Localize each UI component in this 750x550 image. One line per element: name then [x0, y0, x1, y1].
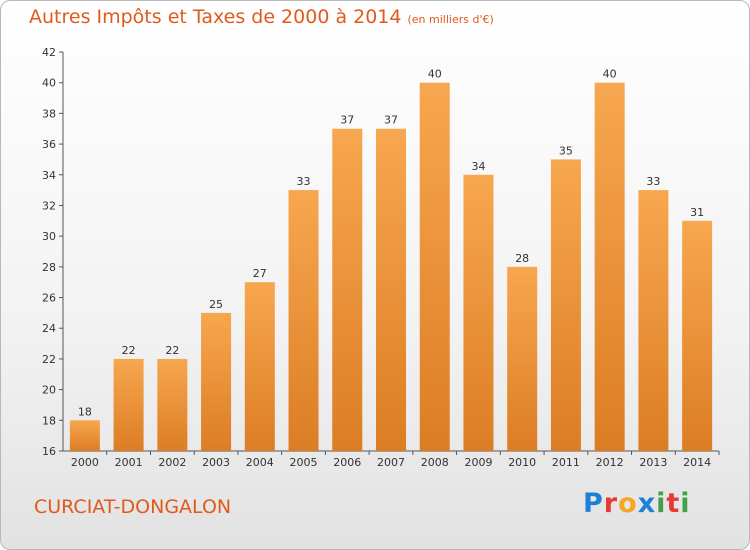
bar-value-label: 33	[646, 175, 660, 188]
bar	[463, 174, 494, 451]
bar	[69, 420, 100, 451]
x-tick-label: 2004	[246, 456, 274, 469]
y-tick-label: 18	[42, 414, 56, 427]
x-tick-label: 2007	[377, 456, 405, 469]
bar	[376, 128, 406, 451]
bar	[682, 220, 713, 451]
bar-value-label: 31	[690, 206, 704, 219]
y-tick-label: 22	[42, 353, 56, 366]
bar-value-label: 34	[471, 160, 485, 173]
x-tick-label: 2010	[508, 456, 536, 469]
y-tick-label: 42	[42, 46, 56, 59]
chart-subtitle: (en milliers d'€)	[407, 13, 494, 26]
logo-letter: x	[637, 488, 657, 519]
bar-value-label: 37	[340, 114, 354, 127]
commune-name: CURCIAT-DONGALON	[34, 496, 232, 518]
x-tick-label: 2009	[464, 456, 492, 469]
y-tick-label: 20	[42, 384, 56, 397]
x-tick-label: 2002	[158, 456, 186, 469]
y-tick-label: 36	[42, 138, 56, 151]
y-tick-label: 24	[42, 322, 56, 335]
x-tick-label: 2011	[552, 456, 580, 469]
bar	[157, 358, 188, 451]
bar	[550, 159, 581, 451]
bar	[113, 358, 144, 451]
bar-value-label: 28	[515, 252, 529, 265]
logo-letter: i	[656, 488, 667, 519]
bar-value-label: 40	[428, 68, 442, 81]
y-tick-label: 40	[42, 77, 56, 90]
logo-letter: P	[583, 488, 604, 519]
y-tick-label: 30	[42, 230, 56, 243]
bar	[638, 190, 669, 451]
x-tick-label: 2000	[71, 456, 99, 469]
y-tick-label: 38	[42, 107, 56, 120]
bar	[244, 282, 275, 451]
bar-value-label: 35	[559, 144, 573, 157]
y-tick-label: 28	[42, 261, 56, 274]
chart-title-text: Autres Impôts et Taxes de 2000 à 2014	[29, 6, 402, 28]
x-axis: 2000 2001 2002 2003 2004 2005 2006 2007 2008 2009…	[63, 450, 720, 469]
logo-letter: t	[666, 488, 681, 519]
y-axis: 16 18 20 22 24 26 28 30 32 34 36 38 40 42	[42, 46, 64, 458]
x-tick-label: 2005	[290, 456, 318, 469]
proxiti-logo: Proxiti	[583, 488, 691, 519]
x-tick-label: 2012	[596, 456, 624, 469]
x-tick-label: 2003	[202, 456, 230, 469]
chart-title: Autres Impôts et Taxes de 2000 à 2014 (en…	[29, 6, 494, 28]
logo-letter: i	[680, 488, 691, 519]
bar	[419, 82, 450, 451]
y-tick-label: 26	[42, 292, 56, 305]
bar	[201, 312, 232, 451]
bar-value-label: 27	[253, 267, 267, 280]
x-tick-label: 2014	[683, 456, 711, 469]
y-tick-label: 16	[42, 445, 56, 458]
bar-value-label: 40	[603, 68, 617, 81]
bar-value-label: 37	[384, 114, 398, 127]
bar-value-label: 22	[122, 344, 136, 357]
bar-value-label: 33	[297, 175, 311, 188]
bar-value-label: 18	[78, 405, 92, 418]
logo-letter: r	[603, 488, 619, 519]
x-tick-label: 2006	[333, 456, 361, 469]
bar	[507, 266, 538, 451]
y-tick-label: 34	[42, 169, 56, 182]
bar-value-label: 25	[209, 298, 223, 311]
bar	[332, 128, 363, 451]
logo-letter: o	[618, 488, 638, 519]
bar-value-label: 22	[165, 344, 179, 357]
bars-group	[69, 82, 713, 451]
bar	[594, 82, 625, 451]
bar	[288, 190, 319, 451]
x-tick-label: 2001	[115, 456, 143, 469]
data-labels: 18 22 22 25 27 33 37 37 40 34 28 35 40 33 31	[78, 68, 704, 419]
x-tick-label: 2008	[421, 456, 449, 469]
y-tick-label: 32	[42, 199, 56, 212]
x-tick-label: 2013	[639, 456, 667, 469]
